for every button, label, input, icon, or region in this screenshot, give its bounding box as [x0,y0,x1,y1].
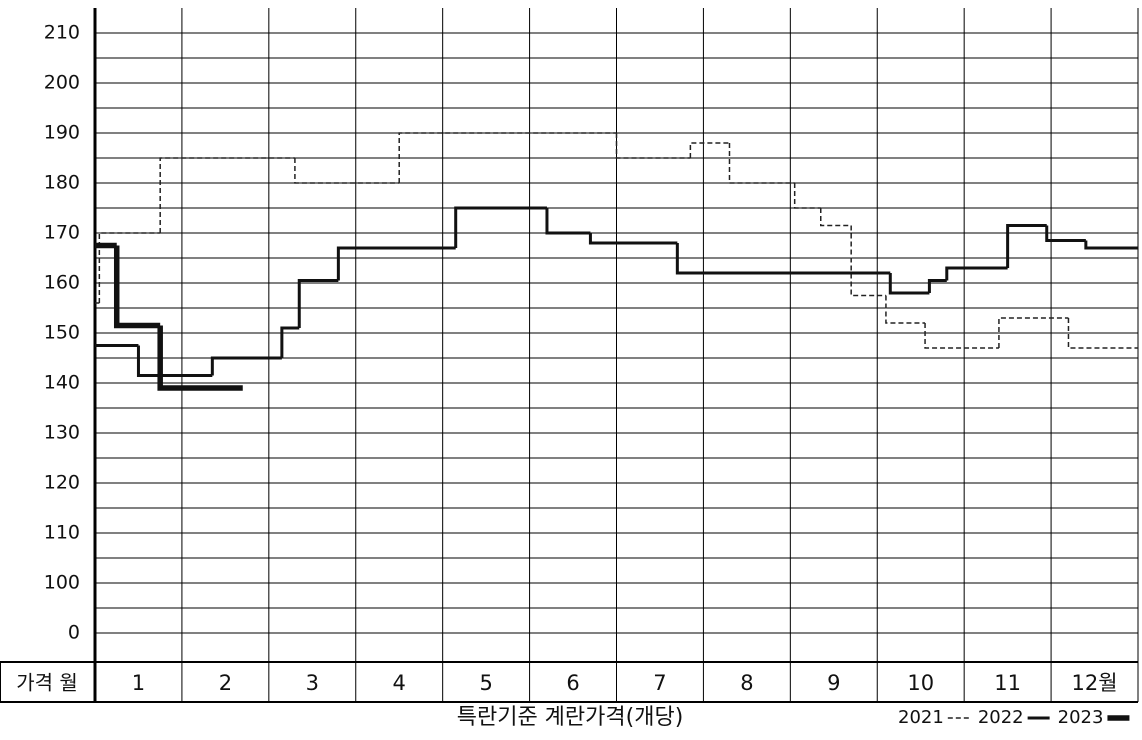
step-line [1084,240,1138,250]
step-line [689,142,730,158]
legend-label: 2021 [898,707,944,728]
legend-label: 2022 [978,707,1024,728]
step-line [294,158,400,184]
step-line [545,208,591,235]
corner-label: 가격 월 [16,671,78,695]
step-line [728,143,795,184]
step-line [136,345,213,377]
x-tick-label: 11 [994,671,1021,695]
step-line [588,233,678,245]
step-line [945,266,1008,281]
step-line [1067,318,1138,349]
y-tick-label: 110 [44,522,80,544]
y-tick-label: 150 [44,322,80,344]
step-line [1045,225,1086,242]
step-line [793,183,821,209]
x-tick-label: 1 [132,671,145,695]
y-break-label: 0 [68,622,80,644]
step-line [336,246,456,281]
x-tick-label: 6 [566,671,579,695]
x-tick-label: 5 [479,671,492,695]
step-line [675,243,891,275]
step-line [157,325,243,391]
step-line [924,323,999,349]
chart-title: 특란기준 계란가격(개당) [457,705,684,730]
x-tick-label: 12월 [1072,671,1118,695]
step-line [159,157,295,233]
y-tick-label: 200 [44,72,80,94]
x-tick-label: 2 [219,671,232,695]
step-line [113,245,161,329]
step-line [927,279,947,293]
step-line [885,295,926,324]
step-line [998,317,1069,348]
y-tick-label: 160 [44,272,80,294]
x-tick-label: 9 [827,671,840,695]
step-line [398,132,617,183]
step-line [210,356,282,376]
step-line [280,326,300,358]
y-tick-label: 190 [44,122,80,144]
step-line [297,279,339,328]
step-line [615,133,691,159]
legend-label: 2023 [1058,707,1104,728]
step-line [454,206,547,248]
y-tick-label: 170 [44,222,80,244]
y-tick-label: 100 [44,572,80,594]
step-line [1006,224,1047,268]
y-tick-label: 140 [44,372,80,394]
step-line [820,208,852,227]
y-tick-label: 120 [44,472,80,494]
x-tick-label: 8 [740,671,753,695]
x-tick-label: 7 [653,671,666,695]
x-tick-label: 3 [306,671,319,695]
x-tick-label: 10 [907,671,934,695]
x-tick-label: 4 [393,671,406,695]
y-tick-label: 130 [44,422,80,444]
y-tick-label: 180 [44,172,80,194]
step-line [888,273,930,295]
y-tick-label: 210 [44,22,80,44]
